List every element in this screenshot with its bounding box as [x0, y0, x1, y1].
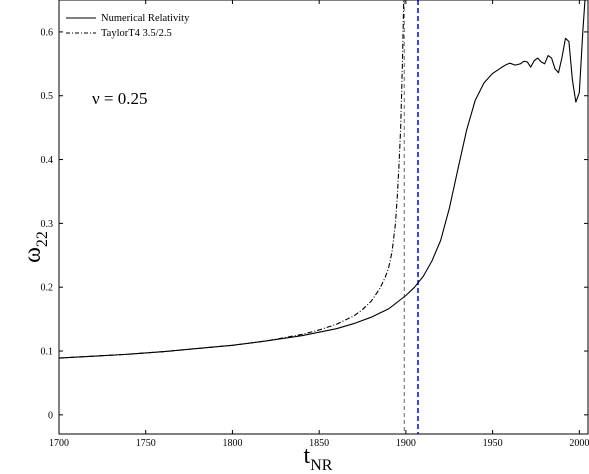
x-axis-label: tNR: [304, 443, 333, 474]
series-line-0: [59, 0, 586, 359]
y-tick-label: 0.6: [41, 27, 54, 38]
legend: Numerical Relativity TaylorT4 3.5/2.5: [66, 13, 190, 39]
plot-frame: [58, 0, 589, 435]
x-tick-label: 2000: [569, 438, 589, 449]
legend-label-taylort4: TaylorT4 3.5/2.5: [101, 28, 172, 39]
y-tick-label: 0.2: [41, 283, 54, 294]
y-tick-label: 0.4: [41, 155, 54, 166]
x-tick-label: 1950: [483, 438, 503, 449]
annotation-nu: ν = 0.25: [92, 89, 148, 108]
x-axis-label-main: t: [304, 443, 311, 469]
x-axis-label-sub: NR: [310, 457, 333, 474]
y-axis-label-sub: 22: [34, 231, 51, 247]
y-axis-label-main: ω: [20, 247, 46, 263]
y-tick-label: 0.1: [41, 347, 54, 358]
x-tick-label: 1900: [396, 438, 416, 449]
plot-area: [59, 0, 588, 434]
y-tick-label: 0: [48, 410, 53, 421]
y-tick-label: 0.3: [41, 219, 54, 230]
y-tick-label: 0.5: [41, 91, 54, 102]
x-tick-label: 1800: [222, 438, 242, 449]
x-tick-label: 1850: [309, 438, 329, 449]
y-axis-label: ω22: [20, 231, 51, 263]
legend-label-numerical-relativity: Numerical Relativity: [101, 13, 190, 24]
x-tick-label: 1700: [49, 438, 69, 449]
x-tick-label: 1750: [136, 438, 156, 449]
series-line-1: [59, 0, 405, 359]
